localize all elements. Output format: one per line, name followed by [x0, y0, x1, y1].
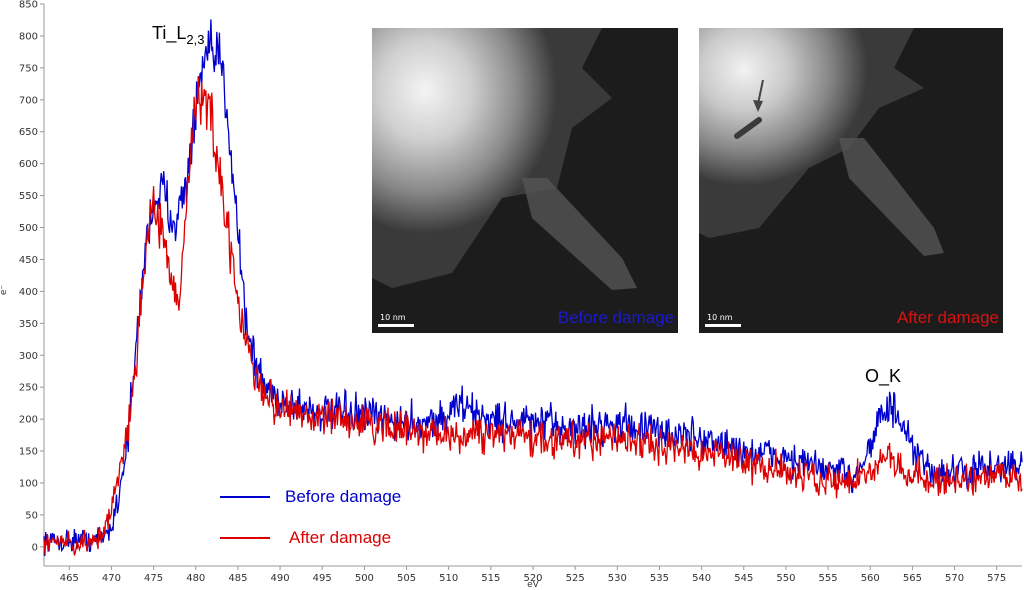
x-tick-label: 490: [271, 573, 290, 584]
inset-caption-before: Before damage: [557, 308, 674, 327]
scale-label: 10 nm: [380, 313, 406, 322]
x-tick-label: 500: [355, 573, 374, 584]
y-tick-label: 800: [19, 31, 38, 42]
x-tick-label: 505: [397, 573, 416, 584]
x-tick-label: 480: [186, 573, 205, 584]
x-tick-label: 485: [228, 573, 247, 584]
y-tick-label: 600: [19, 159, 38, 170]
series-line-after-damage: [43, 76, 1023, 556]
y-tick-label: 100: [19, 478, 38, 489]
x-tick-label: 530: [608, 573, 627, 584]
arrow-icon: [753, 100, 763, 112]
x-tick-label: 560: [861, 573, 880, 584]
y-tick-label: 300: [19, 351, 38, 362]
x-ticks: 465 470 475 480 485 490 495 500 505 510 515 520 525 5…: [60, 566, 1006, 584]
inset-caption-after: After damage: [896, 308, 999, 327]
annotation-ti-l23-main: Ti_L: [152, 23, 186, 44]
scale-label: 10 nm: [707, 313, 733, 322]
y-tick-label: 500: [19, 223, 38, 234]
y-tick-label: 550: [19, 191, 38, 202]
y-tick-label: 50: [25, 510, 38, 521]
x-tick-label: 510: [439, 573, 458, 584]
y-tick-label: 450: [19, 255, 38, 266]
x-tick-label: 540: [692, 573, 711, 584]
haadf-image-after: [699, 28, 1003, 333]
x-tick-label: 525: [566, 573, 585, 584]
x-tick-label: 475: [144, 573, 163, 584]
annotation-o-k: O_K: [865, 366, 901, 387]
y-tick-label: 850: [19, 0, 38, 11]
legend-label-after: After damage: [289, 528, 391, 547]
inset-after-damage: 10 nm After damage: [699, 28, 1003, 333]
legend: Before damage After damage: [220, 487, 401, 547]
x-tick-label: 545: [734, 573, 753, 584]
arrow-line: [757, 79, 764, 105]
y-tick-label: 250: [19, 383, 38, 394]
x-tick-label: 495: [313, 573, 332, 584]
series-group: [43, 19, 1023, 557]
x-tick-label: 575: [987, 573, 1006, 584]
y-tick-label: 400: [19, 287, 38, 298]
x-tick-label: 465: [60, 573, 79, 584]
x-tick-label: 515: [481, 573, 500, 584]
scale-bar: [378, 324, 414, 327]
annotation-ti-l23-sub: 2,3: [186, 32, 204, 47]
y-tick-label: 150: [19, 447, 38, 458]
scale-bar: [705, 324, 741, 327]
x-tick-label: 570: [945, 573, 964, 584]
y-tick-label: 750: [19, 63, 38, 74]
x-tick-label: 555: [819, 573, 838, 584]
x-tick-label: 535: [650, 573, 669, 584]
y-axis-label: e⁻: [0, 285, 9, 296]
y-tick-label: 700: [19, 95, 38, 106]
x-tick-label: 565: [903, 573, 922, 584]
haadf-image-before: [372, 28, 678, 333]
legend-label-before: Before damage: [285, 487, 401, 506]
x-tick-label: 520: [523, 573, 542, 584]
y-tick-label: 350: [19, 319, 38, 330]
inset-before-damage: 10 nm Before damage: [372, 28, 678, 333]
y-ticks: 0 50 100 150 200 250 300 350 400 450 500 550 600 650 7…: [19, 0, 44, 553]
x-axis-label: eV: [527, 580, 540, 590]
x-tick-label: 550: [776, 573, 795, 584]
y-tick-label: 650: [19, 127, 38, 138]
y-tick-label: 200: [19, 415, 38, 426]
x-tick-label: 470: [102, 573, 121, 584]
y-tick-label: 0: [32, 542, 38, 553]
damage-mark: [734, 117, 762, 139]
annotation-ti-l23: Ti_L2,3: [152, 23, 204, 47]
series-line-before-damage: [43, 19, 1023, 557]
